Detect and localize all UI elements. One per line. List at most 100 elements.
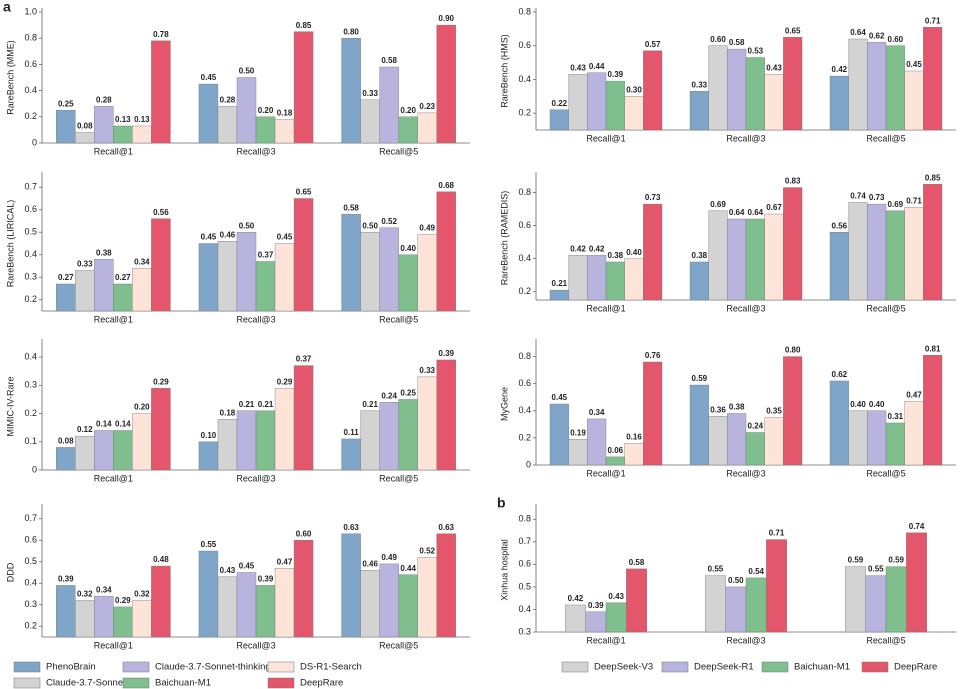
y-axis-label: DDD xyxy=(5,562,15,582)
value-label: 0.40 xyxy=(869,400,885,409)
bar xyxy=(436,191,456,312)
y-tick-label: 0.3 xyxy=(24,380,37,390)
y-tick-label: 0.6 xyxy=(24,204,37,214)
x-tick-label: Recall@3 xyxy=(236,473,275,483)
y-tick-label: 0 xyxy=(526,459,531,469)
y-tick-label: 0.4 xyxy=(24,351,37,361)
bar xyxy=(255,410,276,471)
bar xyxy=(75,132,95,144)
value-label: 0.60 xyxy=(296,529,312,538)
value-label: 0.65 xyxy=(785,26,801,35)
bar xyxy=(568,439,588,466)
bar xyxy=(783,356,803,466)
value-label: 0.23 xyxy=(419,102,435,111)
value-label: 0.63 xyxy=(438,523,454,532)
value-label: 0.60 xyxy=(710,35,726,44)
bar xyxy=(605,456,625,466)
y-axis-label: RareBench (HMS) xyxy=(499,34,509,108)
value-label: 0.69 xyxy=(888,200,904,209)
value-label: 0.33 xyxy=(692,80,708,89)
legend-swatch xyxy=(561,661,589,673)
x-tick-label: Recall@5 xyxy=(866,303,905,313)
bar xyxy=(417,376,437,471)
legend-label: Claude-3.7-Sonnet xyxy=(46,678,126,689)
legend-label: DeepSeek-V3 xyxy=(594,662,653,673)
y-tick-label: 0.7 xyxy=(24,513,37,523)
bar xyxy=(845,566,866,633)
value-label: 0.34 xyxy=(96,585,112,594)
value-label: 0.46 xyxy=(362,559,378,568)
value-label: 0.13 xyxy=(134,115,150,124)
y-tick-label: 0.2 xyxy=(24,294,37,304)
value-label: 0.53 xyxy=(748,47,764,56)
bar xyxy=(198,243,219,312)
bar xyxy=(274,568,295,638)
bar xyxy=(829,75,849,131)
bar xyxy=(217,241,238,312)
value-label: 0.71 xyxy=(769,529,785,538)
value-label: 0.37 xyxy=(258,251,274,260)
bar xyxy=(274,119,295,144)
y-tick-label: 0.4 xyxy=(518,604,531,614)
x-tick-label: Recall@3 xyxy=(726,635,765,645)
bar xyxy=(745,577,767,633)
y-tick-label: 0.4 xyxy=(24,249,37,259)
bar xyxy=(745,432,765,466)
value-label: 0.39 xyxy=(258,575,274,584)
value-label: 0.38 xyxy=(96,248,112,257)
bar xyxy=(341,214,361,312)
bar xyxy=(341,38,361,144)
bar xyxy=(360,410,380,471)
x-tick-label: Recall@5 xyxy=(379,473,418,483)
bar xyxy=(848,38,868,131)
value-label: 0.45 xyxy=(906,60,922,69)
value-label: 0.52 xyxy=(381,217,397,226)
bar xyxy=(379,66,399,144)
bar xyxy=(708,210,728,301)
value-label: 0.46 xyxy=(220,230,236,239)
bar xyxy=(605,261,625,301)
bar xyxy=(783,187,803,301)
value-label: 0.47 xyxy=(277,557,293,566)
value-label: 0.18 xyxy=(220,408,236,417)
value-label: 0.30 xyxy=(626,85,642,94)
y-tick-label: 0.6 xyxy=(518,559,531,569)
value-label: 0.40 xyxy=(626,248,642,257)
bar xyxy=(293,365,314,471)
bar xyxy=(379,402,399,471)
bar xyxy=(151,387,171,471)
value-label: 0.21 xyxy=(258,400,274,409)
x-tick-label: Recall@3 xyxy=(236,640,275,650)
y-tick-label: 0.8 xyxy=(518,351,531,361)
bar xyxy=(624,443,644,466)
bar xyxy=(151,218,171,312)
value-label: 0.43 xyxy=(570,63,586,72)
value-label: 0.80 xyxy=(343,27,359,36)
bar xyxy=(236,410,257,471)
x-tick-label: Recall@5 xyxy=(379,146,418,156)
y-tick-label: 0.6 xyxy=(24,535,37,545)
y-axis-label: Xinhua hospital xyxy=(499,539,509,601)
legend-swatch xyxy=(13,677,41,689)
bar xyxy=(417,557,437,638)
bar xyxy=(745,218,765,301)
value-label: 0.39 xyxy=(608,70,624,79)
bar xyxy=(549,109,569,131)
value-label: 0.54 xyxy=(748,567,764,576)
bar xyxy=(436,359,456,471)
bar xyxy=(132,268,152,312)
bar xyxy=(885,566,907,633)
y-tick-label: 0.2 xyxy=(24,621,37,631)
bar xyxy=(217,576,238,638)
bar xyxy=(436,24,456,144)
value-label: 0.55 xyxy=(201,540,217,549)
legend-label: Baichuan-M1 xyxy=(794,662,850,673)
value-label: 0.55 xyxy=(708,565,724,574)
value-label: 0.24 xyxy=(748,422,764,431)
bar xyxy=(293,198,314,312)
value-label: 0.64 xyxy=(850,28,866,37)
bar xyxy=(885,422,905,466)
value-label: 0.29 xyxy=(115,596,131,605)
value-label: 0.20 xyxy=(258,106,274,115)
bar xyxy=(255,261,276,312)
